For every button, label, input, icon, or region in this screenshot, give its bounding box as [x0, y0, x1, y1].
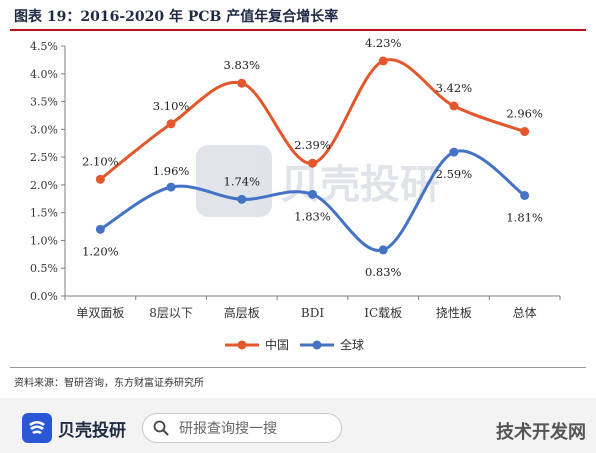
- x-tick-label: 挠性板: [436, 306, 472, 320]
- search-icon: [153, 420, 169, 436]
- y-tick-label: 4.5%: [30, 40, 58, 53]
- data-label: 1.96%: [153, 164, 190, 178]
- data-label: 1.74%: [224, 174, 261, 188]
- brand-name: 贝壳投研: [58, 420, 126, 441]
- data-point: [166, 119, 176, 129]
- data-point: [95, 224, 105, 234]
- data-point: [520, 190, 530, 200]
- y-tick-label: 2.0%: [30, 179, 58, 192]
- data-point: [308, 189, 317, 199]
- y-tick-label: 1.5%: [30, 207, 58, 220]
- data-point: [237, 194, 247, 204]
- x-tick-label: BDI: [301, 306, 324, 320]
- data-point: [95, 174, 105, 184]
- data-label: 2.96%: [506, 107, 543, 121]
- data-label: 1.83%: [294, 209, 331, 223]
- source-rule: [10, 367, 586, 368]
- data-label: 2.10%: [82, 154, 119, 168]
- data-point: [378, 245, 388, 255]
- source-note: 资料来源：智研咨询，东方财富证券研究所: [14, 378, 204, 389]
- x-tick-label: IC载板: [364, 306, 402, 320]
- y-tick-label: 3.0%: [30, 123, 58, 136]
- data-label: 1.81%: [506, 210, 543, 224]
- x-tick-label: 单双面板: [76, 306, 124, 320]
- legend-label: 全球: [340, 337, 364, 352]
- title-rule: [10, 29, 586, 31]
- search-input[interactable]: 研报查询搜一搜: [142, 413, 342, 443]
- y-tick-label: 2.5%: [30, 151, 58, 164]
- data-label: 3.42%: [436, 81, 473, 95]
- brand[interactable]: 贝壳投研: [22, 412, 126, 444]
- data-label: 3.10%: [153, 99, 190, 113]
- data-label: 3.83%: [224, 58, 261, 72]
- x-tick-label: 总体: [513, 306, 537, 320]
- data-point: [308, 158, 317, 168]
- data-label: 2.59%: [436, 167, 473, 181]
- search-placeholder: 研报查询搜一搜: [179, 421, 277, 437]
- data-point: [520, 127, 530, 137]
- data-point: [237, 78, 247, 88]
- data-label: 4.23%: [365, 36, 402, 50]
- brand-logo-icon: [22, 413, 52, 443]
- data-point: [449, 147, 459, 157]
- site-name: 技术开发网: [496, 422, 586, 443]
- data-point: [166, 182, 176, 192]
- x-tick-label: 8层以下: [149, 306, 193, 320]
- line-chart: 0.0% 0.5% 1.0% 1.5% 2.0% 2.5% 3.0% 3.5% 4.0% 4.5%…: [30, 36, 561, 352]
- data-label: 1.20%: [82, 244, 119, 258]
- data-label: 2.39%: [294, 138, 331, 152]
- figure-title: 图表 19：2016-2020 年 PCB 产值年复合增长率: [14, 9, 339, 25]
- y-tick-label: 4.0%: [30, 68, 58, 81]
- legend-marker: [237, 340, 247, 350]
- data-point: [378, 56, 388, 66]
- data-point: [449, 101, 459, 111]
- legend-marker: [312, 340, 322, 350]
- data-label: 0.83%: [365, 265, 402, 279]
- y-tick-label: 0.5%: [30, 262, 58, 275]
- y-tick-label: 0.0%: [30, 290, 58, 303]
- y-tick-label: 3.5%: [30, 96, 58, 109]
- x-tick-label: 高层板: [224, 305, 260, 320]
- legend-label: 中国: [265, 337, 289, 352]
- y-tick-label: 1.0%: [30, 234, 58, 247]
